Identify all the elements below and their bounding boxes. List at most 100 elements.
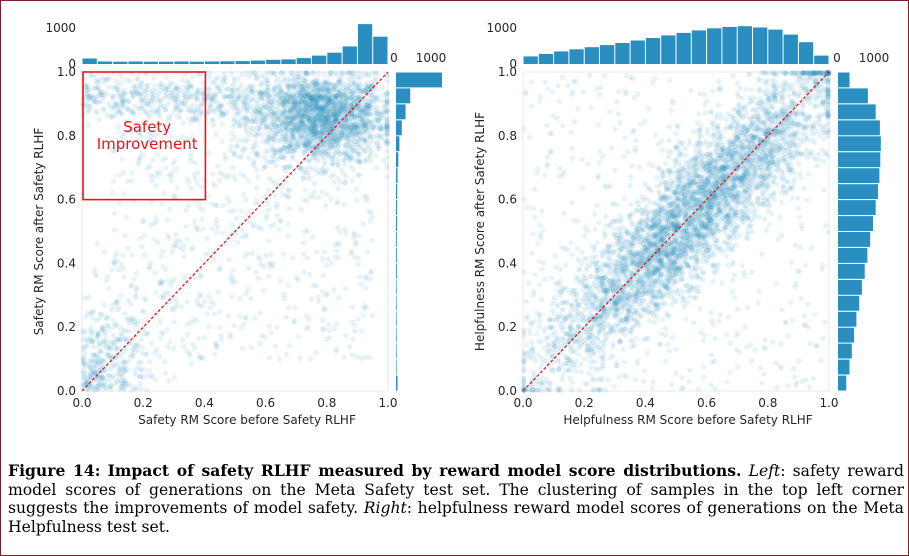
scatter-point	[283, 104, 289, 110]
scatter-point	[283, 314, 290, 320]
scatter-point	[382, 131, 389, 138]
scatter-point	[147, 163, 153, 170]
scatter-point	[331, 119, 338, 125]
scatter-point	[127, 78, 133, 84]
scatter-point	[323, 114, 329, 121]
scatter-point	[315, 146, 321, 153]
scatter-point	[349, 136, 355, 143]
scatter-point	[310, 80, 316, 86]
scatter-point	[283, 137, 289, 143]
scatter-point	[290, 127, 296, 133]
scatter-point	[314, 129, 320, 136]
scatter-point	[266, 84, 272, 90]
scatter-point	[265, 207, 271, 213]
scatter-point	[327, 111, 333, 118]
scatter-point	[303, 70, 310, 77]
scatter-point	[275, 93, 282, 99]
scatter-point	[298, 121, 304, 127]
scatter-point	[349, 352, 355, 358]
scatter-point	[188, 158, 194, 164]
scatter-point	[331, 115, 338, 122]
scatter-point	[301, 75, 308, 81]
scatter-point	[292, 304, 298, 311]
scatter-point	[338, 70, 344, 76]
scatter-series	[80, 70, 390, 393]
scatter-point	[326, 96, 332, 102]
scatter-point	[354, 130, 360, 136]
scatter-point	[140, 309, 147, 315]
scatter-point	[367, 134, 373, 140]
x-axis-label: Safety RM Score before Safety RLHF	[138, 413, 356, 427]
scatter-point	[300, 120, 306, 127]
scatter-point	[229, 222, 236, 228]
scatter-point	[288, 142, 294, 148]
scatter-point	[300, 240, 307, 246]
scatter-point	[82, 344, 88, 350]
scatter-point	[96, 116, 103, 123]
scatter-point	[313, 92, 319, 99]
scatter-point	[112, 253, 118, 260]
scatter-point	[304, 84, 311, 91]
scatter-point	[224, 175, 230, 181]
scatter-point	[87, 373, 94, 379]
scatter-point	[296, 89, 303, 96]
scatter-point	[345, 129, 351, 135]
scatter-point	[291, 146, 297, 153]
scatter-point	[309, 127, 316, 133]
scatter-point	[327, 123, 333, 129]
scatter-point	[154, 347, 160, 353]
scatter-point	[106, 372, 112, 378]
scatter-point	[295, 101, 301, 107]
scatter-point	[194, 181, 201, 187]
scatter-point	[129, 252, 135, 258]
scatter-point	[259, 102, 266, 108]
scatter-point	[345, 146, 351, 153]
scatter-point	[340, 129, 346, 136]
scatter-point	[83, 88, 89, 94]
scatter-point	[252, 142, 258, 149]
scatter-point	[312, 125, 318, 132]
scatter-point	[304, 83, 311, 89]
scatter-point	[350, 336, 356, 342]
scatter-point	[264, 139, 270, 146]
scatter-point	[306, 100, 312, 107]
scatter-point	[300, 127, 307, 133]
scatter-point	[384, 138, 390, 144]
scatter-point	[322, 141, 328, 148]
scatter-point	[343, 333, 349, 339]
scatter-point	[375, 109, 381, 115]
scatter-point	[296, 93, 302, 99]
scatter-point	[268, 251, 274, 257]
scatter-point	[324, 88, 331, 94]
scatter-point	[360, 87, 367, 93]
scatter-point	[317, 104, 323, 111]
scatter-point	[334, 132, 340, 138]
scatter-point	[95, 330, 101, 336]
scatter-point	[319, 109, 325, 115]
scatter-point	[209, 225, 215, 232]
scatter-point	[286, 144, 292, 150]
scatter-point	[356, 171, 362, 178]
scatter-point	[306, 118, 313, 124]
scatter-point	[310, 151, 317, 157]
scatter-point	[269, 108, 275, 114]
scatter-point	[290, 130, 296, 136]
scatter-point	[291, 103, 297, 109]
scatter-point	[101, 329, 108, 335]
scatter-point	[322, 95, 329, 101]
scatter-point	[327, 70, 333, 76]
scatter-point	[374, 71, 380, 77]
scatter-point	[332, 150, 338, 156]
scatter-point	[333, 321, 339, 327]
scatter-point	[660, 173, 667, 179]
scatter-point	[349, 127, 355, 133]
scatter-point	[311, 189, 317, 195]
scatter-point	[361, 136, 368, 142]
scatter-point	[368, 158, 374, 164]
scatter-point	[277, 153, 283, 160]
scatter-point	[308, 108, 314, 115]
scatter-point	[272, 343, 279, 349]
scatter-point	[216, 103, 222, 109]
scatter-point	[150, 157, 156, 163]
scatter-point	[347, 88, 353, 95]
